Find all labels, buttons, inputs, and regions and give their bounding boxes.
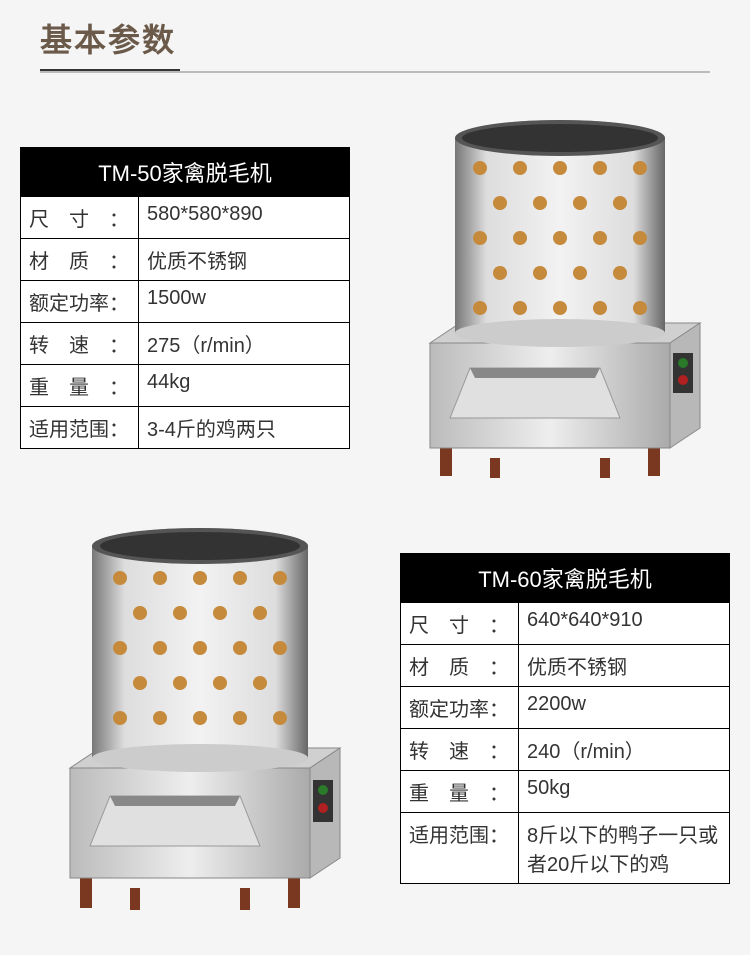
table1-header: TM-50家禽脱毛机 [21, 148, 350, 197]
product-image-1 [370, 108, 730, 488]
divider-line [40, 71, 710, 73]
table2-header: TM-60家禽脱毛机 [401, 553, 730, 602]
t1-r0-label: 尺 寸 ： [21, 197, 139, 239]
t2-r4-value: 50kg [519, 770, 730, 812]
page-title: 基本参数 [40, 15, 710, 61]
t2-r5-value: 8斤以下的鸭子一只或者20斤以下的鸡 [519, 812, 730, 883]
t2-r3-value: 240（r/min） [519, 728, 730, 770]
t1-r3-value: 275（r/min） [139, 323, 350, 365]
spec-table-1: TM-50家禽脱毛机 尺 寸 ：580*580*890 材 质 ：优质不锈钢 额… [20, 147, 350, 449]
machine-svg-1 [370, 108, 730, 488]
t2-r2-value: 2200w [519, 686, 730, 728]
t2-r1-label: 材 质 ： [401, 644, 519, 686]
t1-r4-value: 44kg [139, 365, 350, 407]
t1-r1-value: 优质不锈钢 [139, 239, 350, 281]
t1-r5-label: 适用范围： [21, 407, 139, 449]
t1-r1-label: 材 质 ： [21, 239, 139, 281]
header: 基本参数 [0, 0, 750, 78]
t2-r1-value: 优质不锈钢 [519, 644, 730, 686]
t1-r2-value: 1500w [139, 281, 350, 323]
machine-svg-2 [20, 518, 380, 918]
t2-r0-label: 尺 寸 ： [401, 602, 519, 644]
t2-r5-label: 适用范围： [401, 812, 519, 883]
product-image-2 [20, 528, 380, 908]
t1-r5-value: 3-4斤的鸡两只 [139, 407, 350, 449]
t1-r4-label: 重 量 ： [21, 365, 139, 407]
t2-r0-value: 640*640*910 [519, 602, 730, 644]
t2-r2-label: 额定功率： [401, 686, 519, 728]
t1-r0-value: 580*580*890 [139, 197, 350, 239]
t1-r2-label: 额定功率： [21, 281, 139, 323]
t2-r4-label: 重 量 ： [401, 770, 519, 812]
spec-table-2: TM-60家禽脱毛机 尺 寸 ：640*640*910 材 质 ：优质不锈钢 额… [400, 553, 730, 884]
t1-r3-label: 转 速 ： [21, 323, 139, 365]
section-product-1: TM-50家禽脱毛机 尺 寸 ：580*580*890 材 质 ：优质不锈钢 额… [0, 78, 750, 518]
t2-r3-label: 转 速 ： [401, 728, 519, 770]
section-product-2: TM-60家禽脱毛机 尺 寸 ：640*640*910 材 质 ：优质不锈钢 额… [0, 518, 750, 938]
